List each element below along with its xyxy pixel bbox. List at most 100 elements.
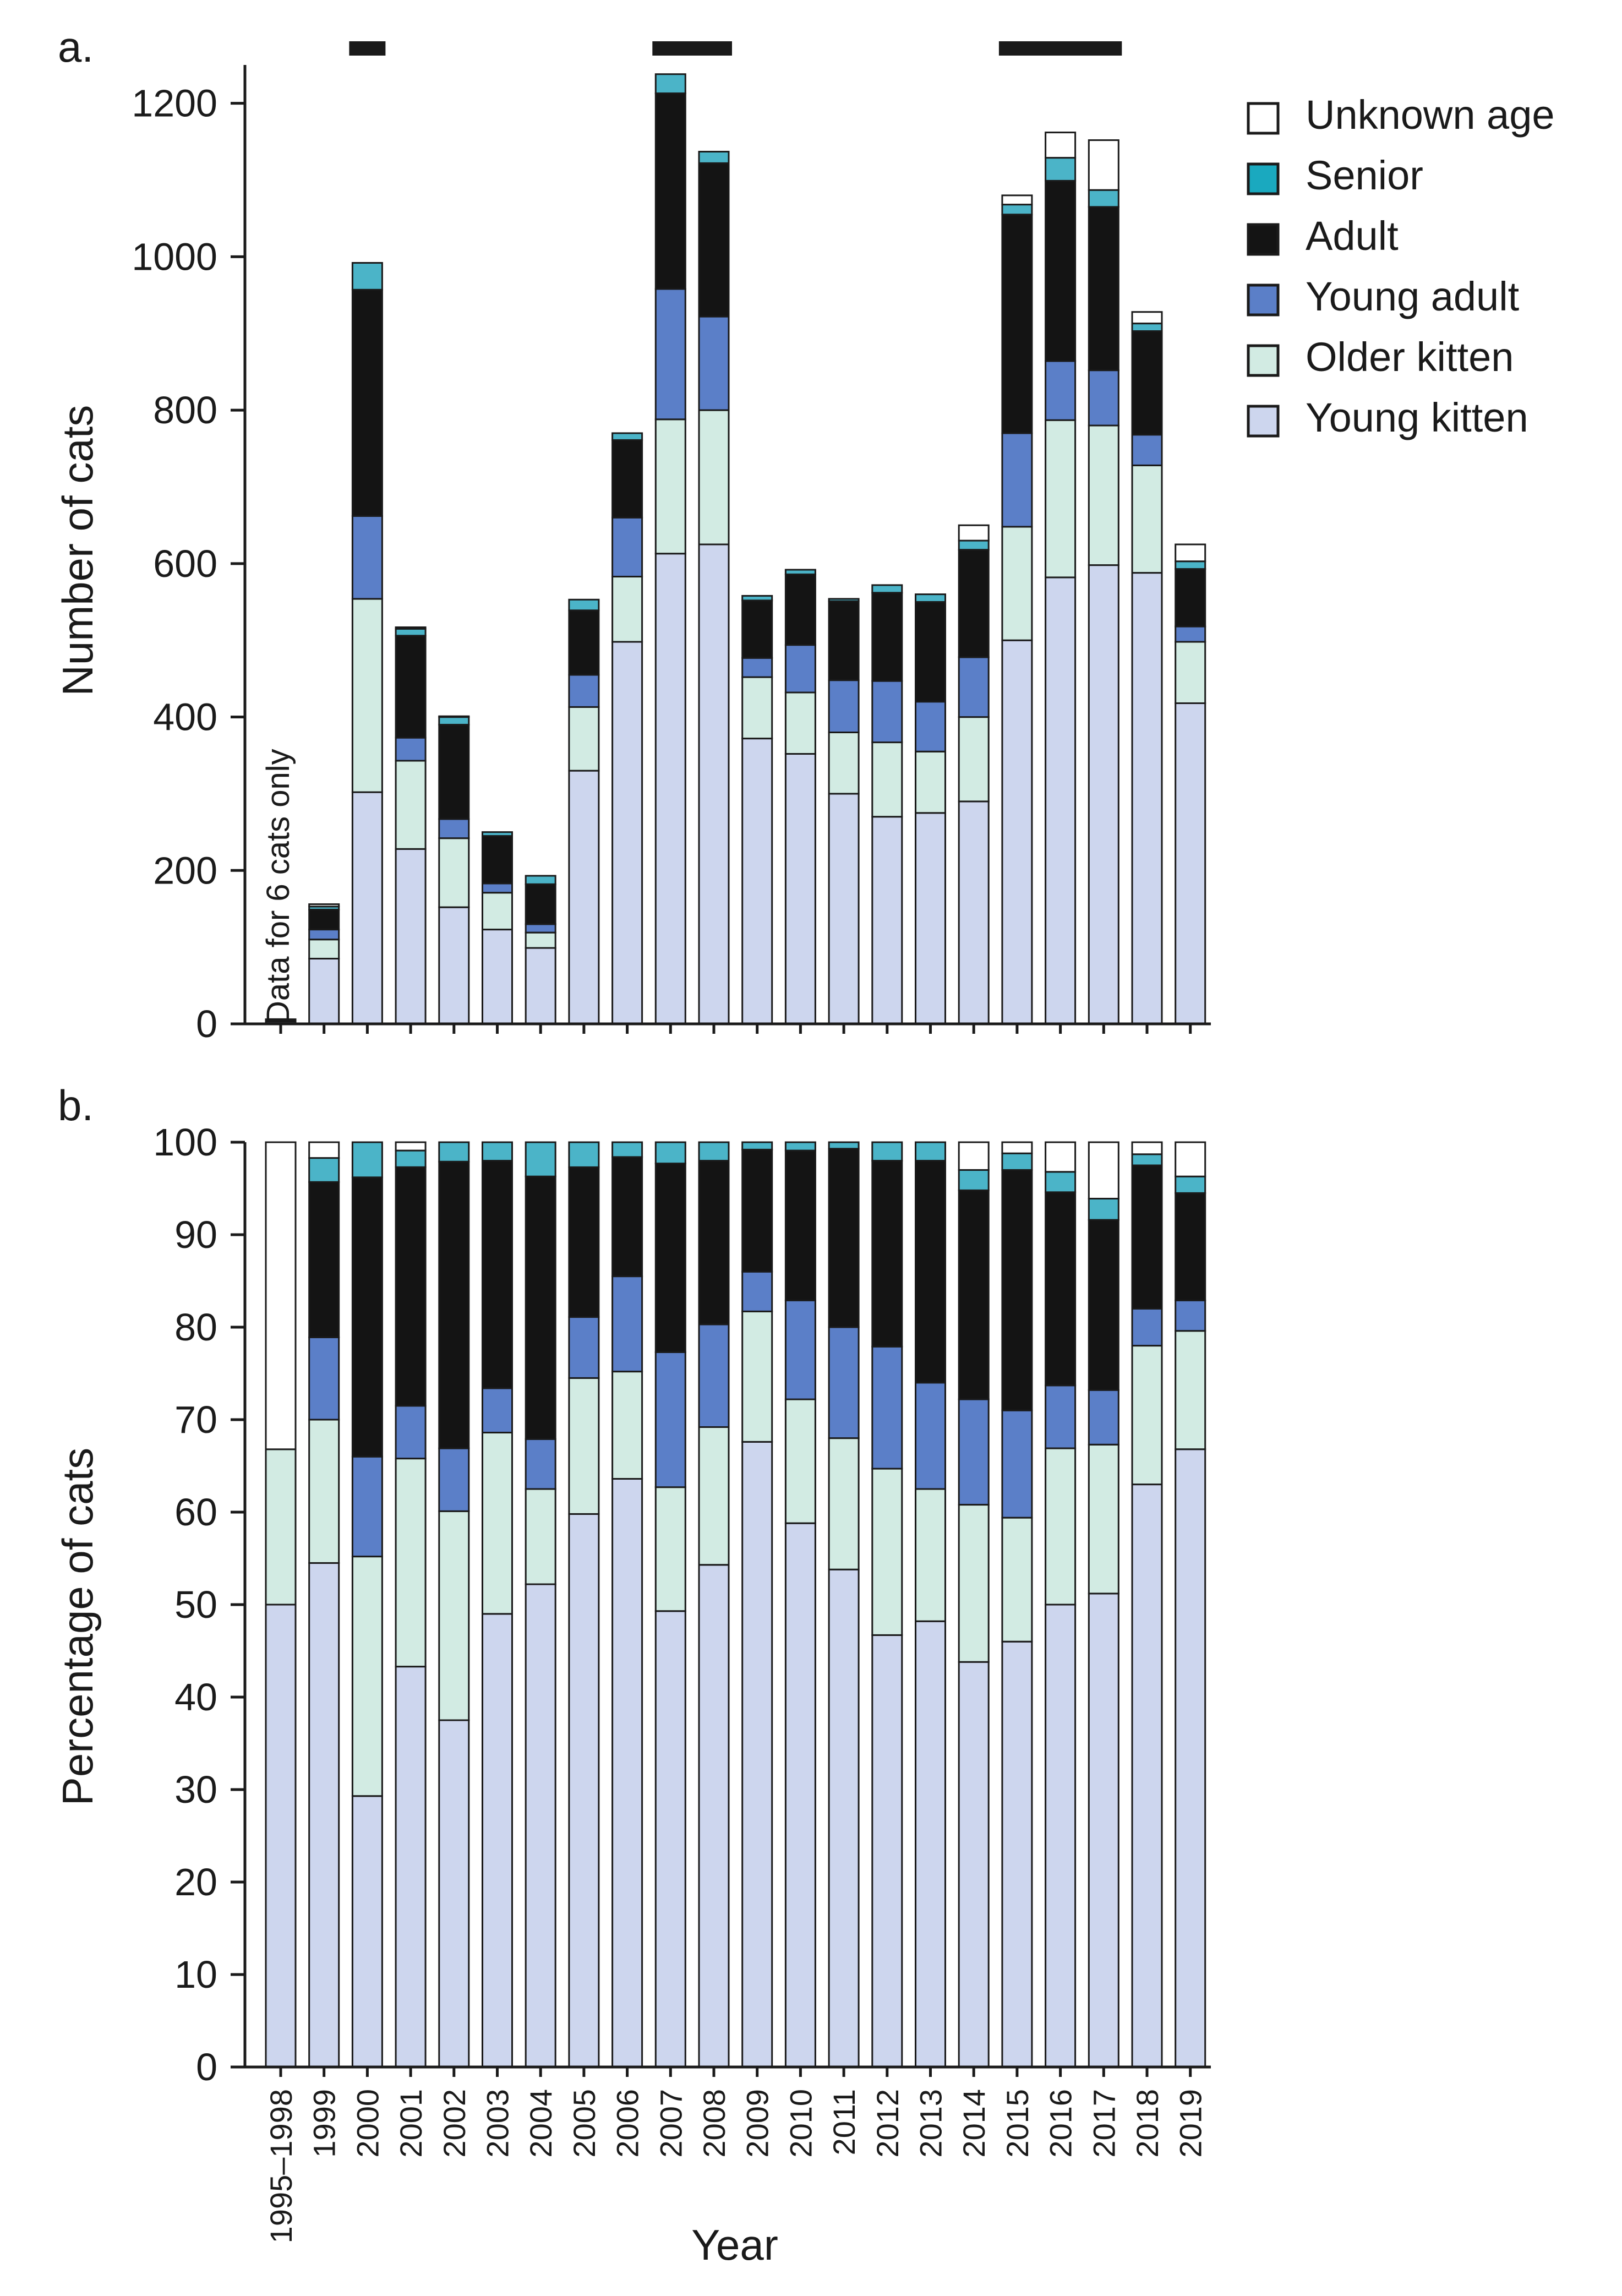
- b-bar-2012-older-kitten: [871, 1468, 903, 1636]
- b-bar-2001-adult: [395, 1166, 427, 1407]
- b-bar-2002-senior: [438, 1141, 470, 1163]
- b-bar-2011-older-kitten: [828, 1437, 860, 1570]
- a-bar-2013-young-adult: [915, 701, 946, 752]
- a-bar-2014-young-adult: [958, 656, 990, 718]
- legend: Unknown age Senior Adult Young adult Older k…: [1247, 92, 1555, 440]
- b-bar-2016-senior: [1045, 1171, 1077, 1193]
- b-bar-2009-young-kitten: [741, 1441, 773, 2068]
- b-bar-2015-young-kitten: [1001, 1640, 1033, 2068]
- a-bar-1999-older-kitten: [308, 939, 340, 959]
- a-bar-2004-senior: [525, 875, 556, 885]
- b-bar-1995-1998-older-kitten: [265, 1448, 297, 1606]
- a-bar-2005-young-adult: [568, 674, 600, 708]
- a-bar-2002-young-adult: [438, 818, 470, 839]
- a-bar-2006-adult: [611, 439, 643, 519]
- b-bar-2013-older-kitten: [915, 1488, 946, 1622]
- b-bar-2017-older-kitten: [1088, 1443, 1119, 1595]
- b-bar-2000-older-kitten: [351, 1556, 383, 1797]
- b-bar-2007-young-adult: [654, 1351, 686, 1488]
- a-bar-2003-older-kitten: [482, 892, 513, 931]
- a-bar-2019-senior: [1175, 560, 1206, 570]
- year-label-2004: 2004: [523, 2089, 558, 2158]
- a-bar-2001-adult: [395, 635, 427, 739]
- b-bar-2016-young-adult: [1045, 1384, 1077, 1449]
- b-bar-2019-senior: [1175, 1175, 1206, 1194]
- a-bar-2003-adult: [482, 835, 513, 885]
- a-bar-2019-older-kitten: [1175, 641, 1206, 704]
- b-bar-2008-adult: [698, 1160, 730, 1326]
- a-bar-2004-young-adult: [525, 923, 556, 934]
- b-bar-2014-young-kitten: [958, 1661, 990, 2068]
- b-bar-2012-adult: [871, 1160, 903, 1348]
- a-bar-2000-senior: [351, 262, 383, 291]
- b-bar-2017-young-adult: [1088, 1389, 1119, 1446]
- b-bar-2003-young-kitten: [482, 1613, 513, 2068]
- year-label-2014: 2014: [957, 2089, 991, 2158]
- legend-label-senior: Senior: [1306, 152, 1423, 198]
- b-bar-2002-young-kitten: [438, 1719, 470, 2068]
- b-bar-2014-older-kitten: [958, 1504, 990, 1663]
- panel-b-label: b.: [58, 1081, 94, 1130]
- a-bar-2006-young-kitten: [611, 641, 643, 1025]
- a-bar-2019-young-adult: [1175, 625, 1206, 643]
- year-label-2002: 2002: [437, 2089, 472, 2158]
- b-bar-2003-adult: [482, 1160, 513, 1389]
- a-bar-2000-adult: [351, 288, 383, 517]
- b-y-tick-label: 90: [174, 1213, 217, 1256]
- b-bar-2019-young-adult: [1175, 1299, 1206, 1332]
- b-bar-2004-adult: [525, 1175, 556, 1440]
- a-bar-2015-young-adult: [1001, 432, 1033, 528]
- b-bar-2001-young-adult: [395, 1405, 427, 1460]
- b-bar-2010-young-kitten: [784, 1522, 816, 2068]
- panel-b-bars: [265, 1141, 1206, 2068]
- b-bar-2017-senior: [1088, 1198, 1119, 1221]
- b-bar-2004-young-kitten: [525, 1583, 556, 2068]
- a-bar-2002-adult: [438, 724, 470, 820]
- a-bar-2011-senior: [828, 598, 860, 602]
- b-bar-1995-1998-unknown-age: [265, 1141, 297, 1450]
- a-bar-2016-young-adult: [1045, 360, 1077, 421]
- a-bar-2011-adult: [828, 600, 860, 681]
- b-bar-2015-young-adult: [1001, 1409, 1033, 1519]
- b-bar-2006-senior: [611, 1141, 643, 1158]
- b-bar-2001-older-kitten: [395, 1458, 427, 1668]
- a-bar-2016-young-kitten: [1045, 576, 1077, 1025]
- b-bar-1999-older-kitten: [308, 1419, 340, 1564]
- b-y-tick-label: 30: [174, 1768, 217, 1811]
- a-bar-2001-young-adult: [395, 737, 427, 762]
- a-bar-1995-1998-unknown-age: [265, 1018, 297, 1022]
- a-y-tick-label: 800: [153, 389, 217, 432]
- b-bar-2018-unknown-age: [1131, 1141, 1163, 1155]
- b-bar-2019-adult: [1175, 1192, 1206, 1301]
- panel-b-y-axis-title: Percentage of cats: [53, 1448, 102, 1806]
- panel-b: b. Percentage of cats 0 10 20 30 40 50 60 70 80 9…: [53, 1081, 1211, 2269]
- a-bar-2004-older-kitten: [525, 931, 556, 949]
- b-bar-2014-young-adult: [958, 1398, 990, 1506]
- a-bar-2009-adult: [741, 599, 773, 659]
- a-bar-2014-young-kitten: [958, 800, 990, 1025]
- b-bar-2012-young-kitten: [871, 1634, 903, 2068]
- a-bar-2010-older-kitten: [784, 691, 816, 755]
- a-bar-2012-adult: [871, 592, 903, 682]
- a-bar-2008-senior: [698, 151, 730, 164]
- a-bar-2012-senior: [871, 584, 903, 594]
- a-bar-2019-unknown-age: [1175, 543, 1206, 563]
- b-bar-2009-older-kitten: [741, 1310, 773, 1443]
- year-label-2006: 2006: [610, 2089, 645, 2158]
- b-bar-2013-adult: [915, 1160, 946, 1384]
- legend-label-unknown-age: Unknown age: [1306, 92, 1555, 138]
- a-bar-2010-young-adult: [784, 644, 816, 694]
- b-bar-2013-senior: [915, 1141, 946, 1162]
- b-bar-2004-young-adult: [525, 1438, 556, 1490]
- bracket-2015-2016-2017: [998, 41, 1122, 56]
- b-bar-2005-young-adult: [568, 1316, 600, 1379]
- b-y-tick-label: 50: [174, 1583, 217, 1626]
- a-y-tick-label: 200: [153, 849, 217, 892]
- a-bar-2007-young-adult: [654, 288, 686, 421]
- b-bar-2013-young-kitten: [915, 1620, 946, 2068]
- b-bar-2002-older-kitten: [438, 1510, 470, 1721]
- b-bar-2000-senior: [351, 1141, 383, 1179]
- b-bar-2018-young-adult: [1131, 1307, 1163, 1347]
- panel-a-label: a.: [58, 23, 94, 71]
- b-bar-2008-older-kitten: [698, 1426, 730, 1566]
